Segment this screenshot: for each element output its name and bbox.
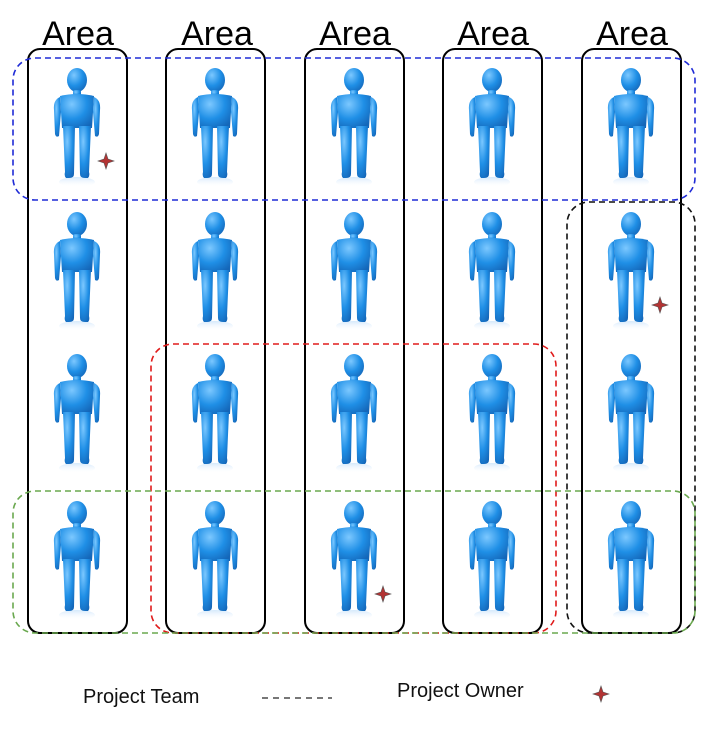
- project-owner-marker: [374, 585, 392, 603]
- area-label-5: Area: [596, 15, 668, 53]
- person-figure: [191, 354, 239, 473]
- project-team-4: [12, 490, 696, 634]
- area-label-2: Area: [181, 15, 253, 53]
- person-figure: [191, 68, 239, 187]
- person-figure: [53, 354, 101, 473]
- project-owner-marker: [651, 296, 669, 314]
- person-figure: [607, 501, 655, 620]
- area-label-1: Area: [42, 15, 114, 53]
- person-figure: [607, 212, 655, 331]
- person-figure: [330, 501, 378, 620]
- person-figure: [191, 212, 239, 331]
- person-figure: [53, 501, 101, 620]
- person-figure: [53, 212, 101, 331]
- person-figure: [468, 212, 516, 331]
- area-label-3: Area: [319, 15, 391, 53]
- project-team-1: [12, 57, 696, 201]
- person-figure: [330, 68, 378, 187]
- person-figure: [468, 68, 516, 187]
- person-figure: [468, 501, 516, 620]
- project-owner-marker: [97, 152, 115, 170]
- person-figure: [330, 354, 378, 473]
- legend-team-label: Project Team: [83, 686, 200, 708]
- project-team-2: [566, 201, 696, 634]
- legend-owner-label: Project Owner: [397, 680, 524, 702]
- legend-owner-marker: [592, 685, 610, 703]
- person-figure: [330, 212, 378, 331]
- person-figure: [468, 354, 516, 473]
- person-figure: [53, 68, 101, 187]
- area-label-4: Area: [457, 15, 529, 53]
- person-figure: [607, 68, 655, 187]
- person-figure: [607, 354, 655, 473]
- person-figure: [191, 501, 239, 620]
